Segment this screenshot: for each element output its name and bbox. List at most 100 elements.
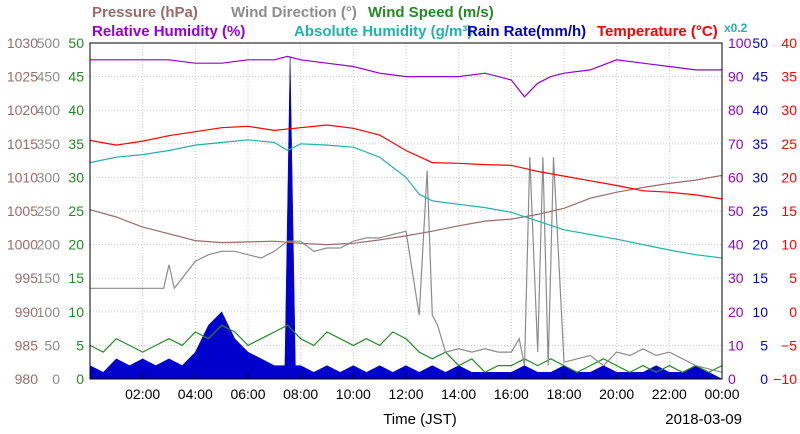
x-tick-label: 18:00 [546, 386, 581, 402]
legend-layer: Pressure (hPa) Wind Direction (°) Wind Spe… [92, 4, 748, 40]
chart-date: 2018-03-09 [665, 411, 742, 428]
pressure-tick-label: 985 [15, 337, 39, 353]
humidity-tick-label: 50 [728, 203, 744, 219]
rain-rate-tick-label: 45 [752, 69, 768, 85]
rain-rate-tick-label: 25 [752, 203, 768, 219]
rain-rate-tick-label: 40 [752, 102, 768, 118]
pressure-tick-label: 1030 [7, 35, 38, 51]
x-tick-label: 16:00 [494, 386, 529, 402]
wind-direction-series [90, 157, 723, 373]
x-axis-title: Time (JST) [383, 411, 457, 428]
humidity-tick-label: 10 [728, 337, 744, 353]
wind-direction-tick-label: 150 [37, 270, 61, 286]
x-tick-label: 12:00 [388, 386, 423, 402]
wind-speed-series [89, 324, 723, 374]
legend-entry: Temperature (°C) [597, 23, 718, 40]
rain-rate-series [89, 56, 723, 380]
legend-entry: Wind Speed (m/s) [368, 4, 494, 21]
wind-direction-tick-label: 200 [37, 237, 61, 253]
rain-rate-tick-label: 35 [752, 136, 768, 152]
rain-rate-tick-label: 15 [752, 270, 768, 286]
pressure-tick-label: 990 [15, 304, 39, 320]
wind-direction-tick-label: 400 [37, 102, 61, 118]
rain-rate-tick-label: 0 [760, 371, 768, 387]
x-tick-label: 10:00 [336, 386, 371, 402]
x-tick-label: 06:00 [230, 386, 265, 402]
humidity-tick-label: 90 [728, 69, 744, 85]
wind-direction-tick-label: 50 [44, 337, 60, 353]
wind-speed-tick-label: 30 [68, 169, 84, 185]
temperature-tick-label: 0 [789, 304, 797, 320]
humidity-tick-label: 40 [728, 237, 744, 253]
x-tick-label: 20:00 [599, 386, 634, 402]
wind-direction-tick-label: 100 [37, 304, 61, 320]
wind-direction-tick-label: 250 [37, 203, 61, 219]
humidity-tick-label: 70 [728, 136, 744, 152]
scale-note: x0.2 [724, 21, 748, 35]
x-tick-label: 08:00 [283, 386, 318, 402]
humidity-tick-label: 0 [728, 371, 736, 387]
humidity-tick-label: 80 [728, 102, 744, 118]
temperature-series [89, 124, 723, 200]
wind-speed-tick-label: 40 [68, 102, 84, 118]
temperature-tick-label: 25 [781, 136, 797, 152]
pressure-tick-label: 1015 [7, 136, 38, 152]
humidity-tick-label: 100 [728, 35, 752, 51]
x-tick-label: 00:00 [704, 386, 739, 402]
rain-rate-tick-label: 30 [752, 169, 768, 185]
wind-direction-tick-label: 300 [37, 169, 61, 185]
temperature-tick-label: 30 [781, 102, 797, 118]
series-layer [89, 55, 723, 380]
x-tick-label: 14:00 [441, 386, 476, 402]
temperature-tick-label: 40 [781, 35, 797, 51]
rain-rate-tick-label: 5 [760, 337, 768, 353]
legend-entry: Pressure (hPa) [92, 4, 198, 21]
pressure-tick-label: 980 [15, 371, 39, 387]
humidity-tick-label: 30 [728, 270, 744, 286]
wind-speed-tick-label: 5 [76, 337, 84, 353]
pressure-tick-label: 1000 [7, 237, 38, 253]
temperature-tick-label: −5 [781, 337, 797, 353]
x-tick-label: 04:00 [178, 386, 213, 402]
pressure-tick-label: 1025 [7, 69, 38, 85]
grid [90, 43, 722, 379]
absolute-humidity-series [89, 139, 723, 259]
legend-entry: Absolute Humidity (g/m³) [294, 23, 472, 40]
temperature-tick-label: 15 [781, 203, 797, 219]
x-tick-label: 22:00 [652, 386, 687, 402]
pressure-tick-label: 1005 [7, 203, 38, 219]
temperature-tick-label: −10 [773, 371, 797, 387]
wind-direction-tick-label: 450 [37, 69, 61, 85]
x-tick-label: 02:00 [125, 386, 160, 402]
legend-entry: Rain Rate(mm/h) [467, 23, 586, 40]
pressure-tick-label: 1020 [7, 102, 38, 118]
axes-layer: 9809859909951000100510101015102010251030… [7, 35, 797, 428]
wind-speed-tick-label: 35 [68, 136, 84, 152]
temperature-tick-label: 35 [781, 69, 797, 85]
relative-humidity-series [90, 55, 722, 98]
wind-speed-tick-label: 25 [68, 203, 84, 219]
pressure-series [89, 174, 723, 246]
wind-speed-tick-label: 15 [68, 270, 84, 286]
wind-direction-tick-label: 350 [37, 136, 61, 152]
pressure-tick-label: 1010 [7, 169, 38, 185]
wind-direction-tick-label: 500 [37, 35, 61, 51]
pressure-tick-label: 995 [15, 270, 39, 286]
temperature-tick-label: 10 [781, 237, 797, 253]
rain-rate-tick-label: 10 [752, 304, 768, 320]
wind-direction-tick-label: 0 [52, 371, 60, 387]
wind-speed-tick-label: 50 [68, 35, 84, 51]
temperature-tick-label: 5 [789, 270, 797, 286]
temperature-tick-label: 20 [781, 169, 797, 185]
legend-entry: Relative Humidity (%) [92, 23, 245, 40]
wind-speed-tick-label: 45 [68, 69, 84, 85]
wind-speed-tick-label: 0 [76, 371, 84, 387]
wind-speed-tick-label: 10 [68, 304, 84, 320]
humidity-tick-label: 60 [728, 169, 744, 185]
humidity-tick-label: 20 [728, 304, 744, 320]
rain-rate-tick-label: 50 [752, 35, 768, 51]
legend-entry: Wind Direction (°) [231, 4, 357, 21]
wind-speed-tick-label: 20 [68, 237, 84, 253]
